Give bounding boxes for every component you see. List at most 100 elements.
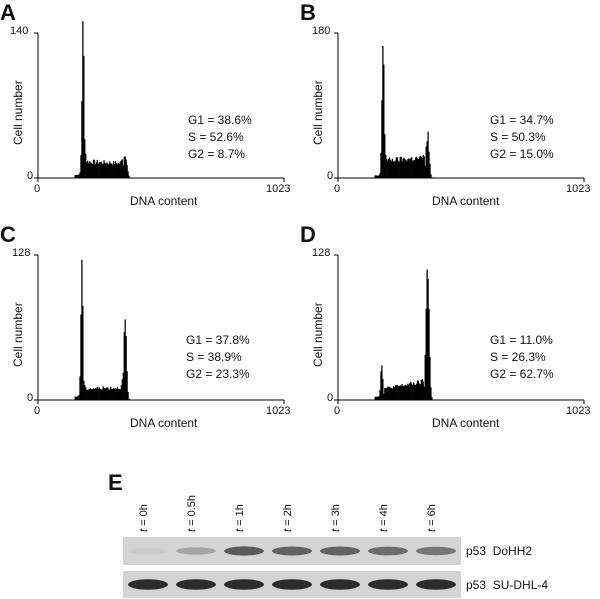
- blot-row-dohh2: [123, 537, 461, 565]
- histogram-bin: [415, 383, 418, 400]
- x-axis-label: DNA content: [432, 194, 500, 208]
- histogram-bin: [422, 154, 424, 178]
- histogram-bin: [395, 384, 397, 400]
- histogram-bin: [107, 387, 109, 400]
- x-axis-label: DNA content: [130, 416, 198, 430]
- histogram-bin: [103, 160, 105, 178]
- histogram-bin: [385, 154, 387, 178]
- western-blot-panel: E t = 0h t = 0.5h t = 1h t = 2h t = 3h t = 4h…: [108, 470, 600, 599]
- histogram-bin: [425, 146, 427, 178]
- histogram-bin: [418, 156, 421, 178]
- histogram-bin: [424, 354, 426, 400]
- x-min-tick: 0: [34, 183, 41, 195]
- histogram-bin: [75, 174, 77, 178]
- histogram-bin: [406, 386, 408, 400]
- histogram-bin: [426, 141, 428, 178]
- histogram-panel-a: A 140 0 Cell number 0 1023 DNA content G…: [0, 0, 300, 215]
- histogram-panel-c: C 128 0 Cell number 0 1023 DNA content G…: [0, 222, 300, 437]
- histogram-bin: [94, 388, 97, 400]
- histogram-bin: [112, 388, 114, 400]
- histogram-bin: [382, 378, 384, 400]
- protein-name: p53: [466, 578, 487, 592]
- histogram-bin: [383, 393, 385, 400]
- histogram-bin: [395, 157, 397, 178]
- histogram-bin: [90, 163, 93, 178]
- histogram-bin: [89, 388, 92, 400]
- histogram-bin: [414, 157, 417, 178]
- histogram-bin: [125, 336, 127, 400]
- histogram-bin: [115, 163, 118, 178]
- histogram-bin: [78, 174, 80, 178]
- histogram-bin: [380, 371, 382, 400]
- histogram-bin: [427, 131, 429, 178]
- histogram-bin: [84, 385, 86, 400]
- histogram-bin: [383, 64, 385, 178]
- cell-line-name: DoHH2: [492, 544, 533, 558]
- histogram-bin: [396, 157, 398, 178]
- histogram-bin: [125, 159, 127, 178]
- histogram-bin: [413, 160, 415, 178]
- histogram-bin: [391, 389, 394, 400]
- histogram-bin: [101, 163, 103, 178]
- histogram-bin: [381, 100, 383, 178]
- blot-band: [416, 579, 456, 590]
- histogram-bin: [378, 175, 380, 178]
- histogram-bin: [387, 386, 389, 400]
- histogram-bin: [102, 163, 104, 178]
- histogram-bin: [105, 163, 107, 178]
- histogram-bin: [374, 396, 376, 400]
- blot-band: [320, 579, 360, 590]
- histogram-bin: [96, 159, 98, 178]
- histogram-bin: [85, 153, 87, 178]
- histogram-bin: [419, 155, 422, 178]
- histogram-bin: [425, 308, 427, 400]
- histogram-bin: [411, 383, 413, 400]
- histogram-bin: [120, 160, 122, 178]
- histogram-bin: [88, 161, 91, 178]
- histogram-bin: [94, 163, 97, 178]
- histogram-bin: [431, 397, 433, 400]
- s-value: S = 52.6%: [188, 130, 244, 144]
- histogram-bin: [426, 269, 428, 400]
- histogram-bin: [388, 157, 391, 178]
- histogram-bin: [124, 156, 126, 178]
- histogram-bin: [74, 396, 76, 400]
- histogram-bin: [413, 384, 416, 400]
- histogram-plot: [34, 254, 285, 404]
- band-label-su-dhl-4: p53 SU-DHL-4: [466, 578, 548, 592]
- histogram-bin: [128, 398, 130, 400]
- histogram-bin: [404, 159, 406, 178]
- band-label-dohh2: p53 DoHH2: [466, 544, 532, 558]
- x-axis-label: DNA content: [432, 416, 500, 430]
- histogram-bin: [407, 159, 409, 178]
- histogram-bin: [108, 389, 110, 400]
- histogram-bin: [128, 175, 130, 178]
- histogram-bin: [374, 175, 376, 178]
- histogram-bin: [110, 386, 112, 400]
- histogram-bin: [109, 161, 111, 178]
- histogram-bin: [421, 158, 423, 178]
- histogram-bin: [416, 158, 419, 178]
- histogram-bin: [80, 314, 82, 400]
- histogram-bin: [111, 389, 113, 400]
- x-min-tick: 0: [334, 183, 341, 195]
- g2-value: G2 = 23.3%: [186, 367, 250, 381]
- histogram-bin: [428, 151, 430, 178]
- x-min-tick: 0: [34, 405, 41, 417]
- histogram-bin: [112, 164, 114, 178]
- histogram-bin: [79, 172, 81, 178]
- histogram-bin: [98, 387, 100, 400]
- x-min-tick: 0: [334, 405, 341, 417]
- histogram-bin: [376, 175, 378, 178]
- panel-label: B: [300, 0, 316, 25]
- histogram-bin: [76, 396, 78, 400]
- histogram-bin: [124, 319, 126, 400]
- histogram-bin: [114, 161, 117, 178]
- histogram-bin: [380, 153, 382, 178]
- histogram-bin: [417, 380, 420, 400]
- g1-value: G1 = 38.6%: [188, 113, 252, 127]
- histogram-bin: [103, 388, 105, 400]
- histogram-bin: [379, 390, 381, 400]
- g2-value: G2 = 62.7%: [490, 367, 554, 381]
- histogram-bin: [393, 161, 396, 178]
